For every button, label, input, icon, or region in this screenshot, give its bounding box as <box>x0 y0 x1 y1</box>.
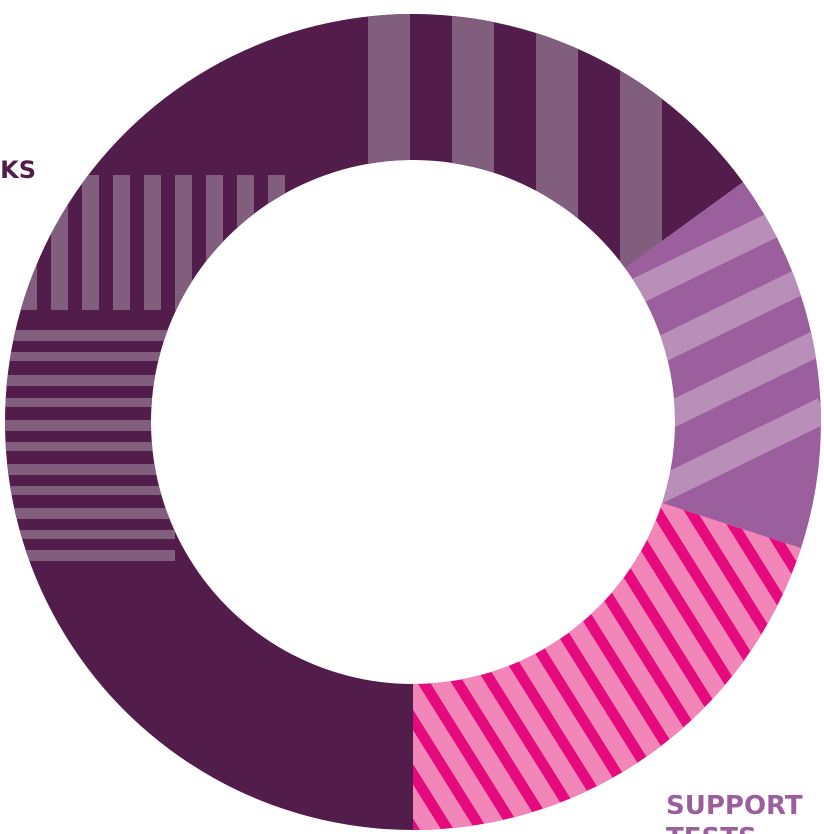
plum-stripe <box>20 175 37 310</box>
plum-stripe <box>4 464 175 475</box>
pink-stripe <box>606 502 802 830</box>
plum-stripe <box>4 352 175 361</box>
plum-stripe <box>175 175 192 310</box>
plum-stripe <box>51 175 68 310</box>
pink-stripe <box>413 502 489 830</box>
plum-stripe <box>4 530 175 539</box>
pink-stripe <box>413 502 557 830</box>
plum-stripe <box>4 508 175 519</box>
plum-stripe <box>4 398 175 407</box>
plum-stripe <box>113 175 130 310</box>
plum-stripe <box>368 13 410 300</box>
plum-stripe <box>4 442 175 451</box>
plum-stripe <box>4 550 175 561</box>
plum-stripe <box>4 330 175 341</box>
purple-stripe <box>624 258 821 379</box>
plum-stripe <box>4 420 175 431</box>
plum-stripe <box>536 13 578 300</box>
plum-stripe <box>4 486 175 495</box>
plum-stripe <box>452 13 494 300</box>
plum-stripe <box>4 375 175 386</box>
plum-stripe <box>268 175 285 310</box>
plum-stripe <box>237 175 254 310</box>
purple-stripe <box>624 398 821 519</box>
plum-stripe <box>144 175 161 310</box>
plum-stripe <box>206 175 223 310</box>
label-support-line1: SUPPORT <box>666 791 803 821</box>
label-tasks: KS <box>0 156 36 184</box>
label-support-line2: TESTS <box>666 823 757 834</box>
pink-stripe <box>413 502 523 830</box>
plum-stripe <box>82 175 99 310</box>
